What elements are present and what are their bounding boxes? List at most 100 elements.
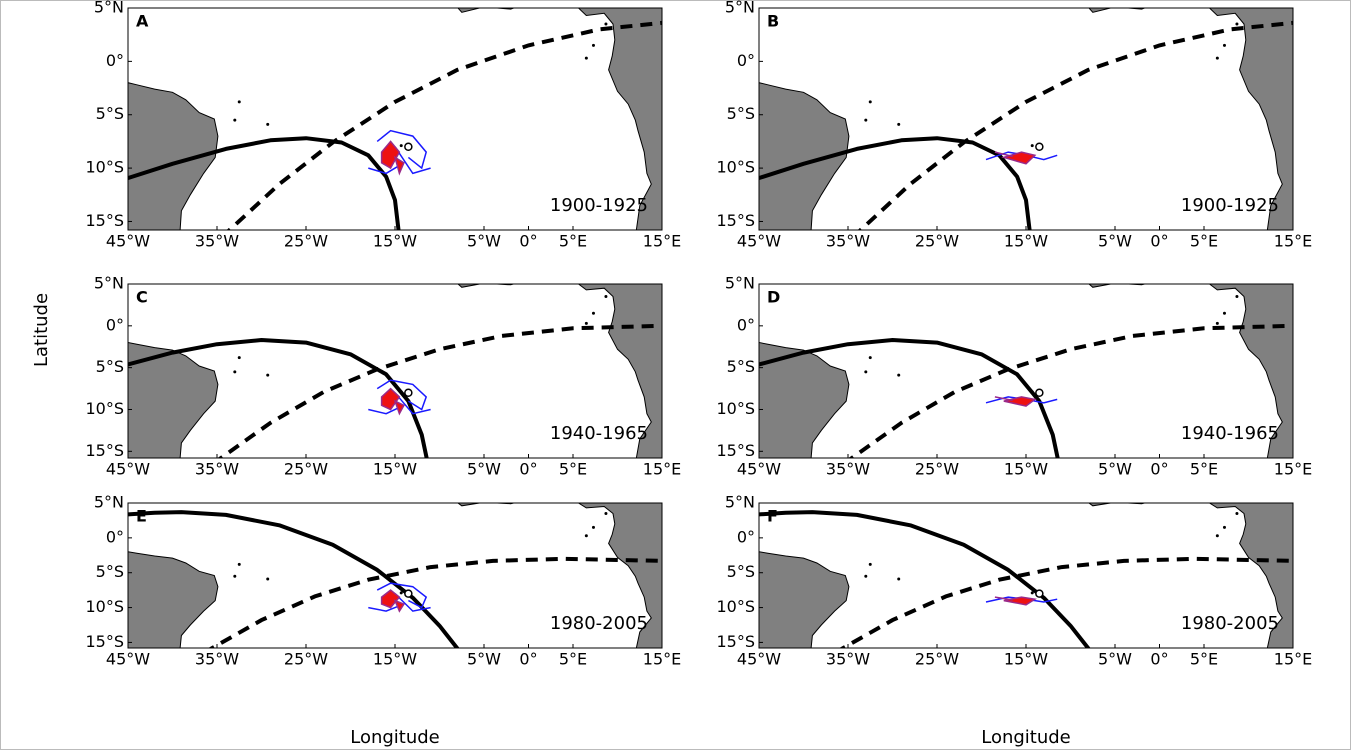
y-tick-label: 0° (737, 51, 755, 70)
land (1088, 503, 1293, 648)
x-tick-label: 0° (519, 232, 537, 251)
land (759, 551, 850, 648)
map-panel: 5°N0°5°S10°S15°S45°W 35°W 25°W 15°W 5°W 0° 5°E… (85, 493, 681, 669)
plume-red (994, 596, 1013, 601)
release-site (1035, 388, 1044, 397)
x-tick-label: 45°W (106, 650, 150, 669)
island (604, 295, 608, 299)
y-tick-label: 15°S (85, 211, 124, 230)
y-tick-label: 10°S (85, 399, 124, 418)
period-label: 1980-2005 (1181, 613, 1279, 634)
release-site (1035, 142, 1044, 151)
x-tick-label: 5°E (1190, 650, 1218, 669)
panel-label: B (767, 12, 779, 31)
x-tick-label: 5°W (467, 650, 501, 669)
plume-blue (394, 146, 431, 175)
release-site (1035, 589, 1044, 598)
island (399, 144, 403, 148)
x-tick-label: 45°W (737, 232, 781, 251)
y-tick-label: 5°N (725, 493, 755, 512)
island (1235, 511, 1239, 515)
map-area (128, 503, 662, 648)
y-tick-label: 0° (106, 51, 124, 70)
island (1222, 311, 1226, 315)
island (266, 373, 270, 377)
x-tick-label: 15°E (1274, 460, 1312, 479)
x-tick-label: 5°E (1190, 460, 1218, 479)
island (1030, 144, 1034, 148)
land (128, 342, 219, 458)
x-tick-label: 15°E (643, 460, 681, 479)
x-tick-label: 35°W (826, 650, 870, 669)
release-site (404, 388, 413, 397)
island (604, 511, 608, 515)
y-tick-label: 10°S (716, 399, 755, 418)
dashed-line (226, 20, 662, 230)
island (864, 118, 868, 122)
y-tick-label: 15°S (716, 211, 755, 230)
y-tick-label: 5°N (725, 274, 755, 293)
x-tick-label: 15°W (1004, 650, 1048, 669)
release-site (404, 589, 413, 598)
y-tick-label: 15°S (85, 632, 124, 651)
x-tick-label: 25°W (915, 232, 959, 251)
solid-line (759, 136, 1032, 230)
period-label: 1900-1925 (1181, 195, 1279, 216)
y-tick-label: 10°S (85, 158, 124, 177)
dashed-line (848, 323, 1293, 458)
island (604, 22, 608, 26)
x-tick-label: 25°W (915, 650, 959, 669)
solid-line (128, 136, 401, 230)
land (759, 82, 850, 230)
plume-red (393, 599, 406, 613)
island (868, 100, 872, 104)
island (591, 311, 595, 315)
island (266, 577, 270, 581)
x-tick-label: 45°W (106, 460, 150, 479)
y-tick-label: 0° (737, 315, 755, 334)
map-area (128, 8, 662, 230)
x-tick-label: 0° (519, 650, 537, 669)
y-axis-label: Latitude (31, 293, 52, 367)
plume-blue (394, 593, 431, 612)
x-tick-label: 5°E (559, 460, 587, 479)
map-area (128, 284, 662, 458)
island (897, 577, 901, 581)
plume-blue (376, 129, 428, 170)
plume-red (994, 151, 1013, 158)
island (1215, 534, 1219, 538)
land (1088, 8, 1293, 230)
plume-red (1003, 596, 1037, 606)
island (584, 321, 588, 325)
plume-red (393, 399, 405, 416)
island (1235, 295, 1239, 299)
island (237, 100, 241, 104)
x-tick-label: 0° (1150, 650, 1168, 669)
x-axis-label: Longitude (350, 727, 440, 748)
y-tick-label: 5°S (96, 562, 124, 581)
y-tick-label: 5°N (94, 0, 124, 17)
x-tick-label: 25°W (915, 460, 959, 479)
island (266, 122, 270, 126)
x-tick-label: 0° (1150, 232, 1168, 251)
island (1030, 591, 1034, 595)
x-tick-label: 5°W (467, 232, 501, 251)
x-tick-label: 15°W (373, 650, 417, 669)
x-tick-label: 5°W (1098, 460, 1132, 479)
map-panel: 5°N0°5°S10°S15°S45°W 35°W 25°W 15°W 5°W 0° 5°E… (716, 274, 1312, 479)
period-label: 1940-1965 (1181, 423, 1279, 444)
island (233, 574, 237, 578)
map-panel: 5°N0°5°S10°S15°S45°W 35°W 25°W 15°W 5°W 0° 5°E… (716, 0, 1312, 251)
x-tick-label: 15°E (1274, 650, 1312, 669)
dashed-line (208, 556, 662, 648)
x-tick-label: 15°W (1004, 232, 1048, 251)
y-tick-label: 0° (106, 315, 124, 334)
x-tick-label: 15°E (1274, 232, 1312, 251)
y-tick-label: 0° (106, 527, 124, 546)
dashed-line (857, 20, 1293, 230)
land (128, 551, 219, 648)
x-tick-label: 45°W (106, 232, 150, 251)
x-tick-label: 35°W (195, 232, 239, 251)
map-panel: 5°N0°5°S10°S15°S45°W 35°W 25°W 15°W 5°W 0° 5°E… (85, 0, 681, 251)
